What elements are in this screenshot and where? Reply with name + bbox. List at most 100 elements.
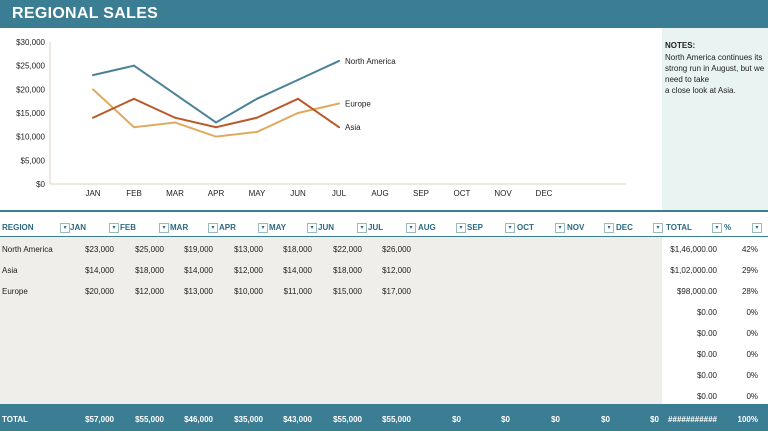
filter-dropdown-icon[interactable]: ▾ xyxy=(752,223,762,233)
y-tick-label: $10,000 xyxy=(16,133,45,142)
total-month-cell[interactable]: $55,000 xyxy=(333,415,362,424)
total-month-cell[interactable]: $0 xyxy=(601,415,610,424)
column-header: DEC xyxy=(616,223,633,232)
month-value-cell[interactable]: $10,000 xyxy=(234,287,263,296)
month-value-cell[interactable]: $20,000 xyxy=(85,287,114,296)
notes-body[interactable]: North America continues its strong run i… xyxy=(665,53,765,95)
total-month-cell[interactable]: $0 xyxy=(551,415,560,424)
filter-dropdown-icon[interactable]: ▾ xyxy=(712,223,722,233)
total-cell[interactable]: $1,02,000.00 xyxy=(670,266,717,275)
filter-dropdown-icon[interactable]: ▾ xyxy=(258,223,268,233)
filter-dropdown-icon[interactable]: ▾ xyxy=(307,223,317,233)
series-label: North America xyxy=(345,57,396,66)
total-cell[interactable]: $98,000.00 xyxy=(676,287,717,296)
filter-dropdown-icon[interactable]: ▾ xyxy=(159,223,169,233)
data-point xyxy=(174,121,176,124)
percent-cell[interactable]: 0% xyxy=(746,392,758,401)
month-value-cell[interactable]: $12,000 xyxy=(382,266,411,275)
column-header: APR xyxy=(219,223,236,232)
month-value-cell[interactable]: $18,000 xyxy=(283,245,312,254)
filter-dropdown-icon[interactable]: ▾ xyxy=(357,223,367,233)
month-value-cell[interactable]: $18,000 xyxy=(333,266,362,275)
y-tick-label: $5,000 xyxy=(21,156,46,165)
x-tick-label: SEP xyxy=(413,189,429,198)
total-cell[interactable]: $0.00 xyxy=(696,392,717,401)
month-value-cell[interactable]: $17,000 xyxy=(382,287,411,296)
filter-dropdown-icon[interactable]: ▾ xyxy=(456,223,466,233)
y-tick-label: $20,000 xyxy=(16,85,45,94)
month-value-cell[interactable]: $22,000 xyxy=(333,245,362,254)
filter-dropdown-icon[interactable]: ▾ xyxy=(208,223,218,233)
month-value-cell[interactable]: $23,000 xyxy=(85,245,114,254)
total-cell[interactable]: $1,46,000.00 xyxy=(670,245,717,254)
total-month-cell[interactable]: $0 xyxy=(650,415,659,424)
column-header: JUN xyxy=(318,223,335,232)
filter-dropdown-icon[interactable]: ▾ xyxy=(505,223,515,233)
month-value-cell[interactable]: $13,000 xyxy=(184,287,213,296)
month-value-cell[interactable]: $13,000 xyxy=(234,245,263,254)
filter-dropdown-icon[interactable]: ▾ xyxy=(109,223,119,233)
month-value-cell[interactable]: $25,000 xyxy=(135,245,164,254)
month-value-cell[interactable]: $14,000 xyxy=(283,266,312,275)
total-month-cell[interactable]: $55,000 xyxy=(382,415,411,424)
data-point xyxy=(256,97,258,100)
month-value-cell[interactable]: $14,000 xyxy=(85,266,114,275)
total-month-cell[interactable]: $57,000 xyxy=(85,415,114,424)
x-tick-label: JAN xyxy=(85,189,100,198)
month-value-cell[interactable]: $15,000 xyxy=(333,287,362,296)
percent-cell[interactable]: 0% xyxy=(746,308,758,317)
total-cell[interactable]: $0.00 xyxy=(696,371,717,380)
total-cell[interactable]: $0.00 xyxy=(696,350,717,359)
total-month-cell[interactable]: $55,000 xyxy=(135,415,164,424)
total-month-cell[interactable]: $0 xyxy=(452,415,461,424)
percent-cell[interactable]: 0% xyxy=(746,329,758,338)
line-chart: $0 $5,000 $10,000 $15,000 $20,000 $25,000 $30,… xyxy=(16,38,626,198)
month-value-cell[interactable]: $12,000 xyxy=(135,287,164,296)
column-header: % xyxy=(724,223,732,232)
region-cell[interactable]: Asia xyxy=(2,266,18,275)
filter-dropdown-icon[interactable]: ▾ xyxy=(653,223,663,233)
region-cell[interactable]: Europe xyxy=(2,287,28,296)
region-cell[interactable]: North America xyxy=(2,245,53,254)
month-value-cell[interactable]: $11,000 xyxy=(283,287,312,296)
column-header: SEP xyxy=(467,223,484,232)
x-tick-label: MAY xyxy=(249,189,266,198)
x-tick-label: MAR xyxy=(166,189,184,198)
x-tick-label: OCT xyxy=(454,189,471,198)
table-total-row: TOTAL $57,000 $55,000 $46,000 $35,000 $43,000… xyxy=(0,404,768,431)
month-value-cell[interactable]: $18,000 xyxy=(135,266,164,275)
percent-cell[interactable]: 29% xyxy=(741,266,758,275)
percent-cell[interactable]: 0% xyxy=(746,371,758,380)
filter-dropdown-icon[interactable]: ▾ xyxy=(60,223,70,233)
page-title: REGIONAL SALES xyxy=(12,5,159,22)
month-value-cell[interactable]: $19,000 xyxy=(184,245,213,254)
percent-cell[interactable]: 0% xyxy=(746,350,758,359)
total-month-cell[interactable]: $43,000 xyxy=(283,415,312,424)
filter-dropdown-icon[interactable]: ▾ xyxy=(604,223,614,233)
section-divider xyxy=(0,210,768,212)
month-value-cell[interactable]: $12,000 xyxy=(234,266,263,275)
data-point xyxy=(133,64,135,67)
total-month-cell[interactable]: $35,000 xyxy=(234,415,263,424)
month-value-cell[interactable]: $26,000 xyxy=(382,245,411,254)
column-header: JUL xyxy=(368,223,384,232)
table-header: REGION ▾ JAN ▾ FEB ▾ MAR ▾ APR ▾ MAY ▾ JUN ▾ JUL ▾ AUG ▾ S… xyxy=(0,220,768,237)
x-tick-label: DEC xyxy=(536,189,553,198)
total-month-cell[interactable]: $0 xyxy=(501,415,510,424)
filter-dropdown-icon[interactable]: ▾ xyxy=(555,223,565,233)
percent-cell[interactable]: 42% xyxy=(741,245,758,254)
filter-dropdown-icon[interactable]: ▾ xyxy=(406,223,416,233)
series-line xyxy=(92,88,340,138)
total-month-cell[interactable]: $46,000 xyxy=(184,415,213,424)
data-point xyxy=(92,74,94,77)
grand-total-cell[interactable]: ########### xyxy=(668,415,717,424)
grand-percent-cell[interactable]: 100% xyxy=(737,415,758,424)
data-point xyxy=(92,116,94,119)
percent-cell[interactable]: 28% xyxy=(741,287,758,296)
total-cell[interactable]: $0.00 xyxy=(696,308,717,317)
total-cell[interactable]: $0.00 xyxy=(696,329,717,338)
column-header: TOTAL xyxy=(666,223,692,232)
month-value-cell[interactable]: $14,000 xyxy=(184,266,213,275)
series-label: Europe xyxy=(345,100,371,109)
data-point xyxy=(133,126,135,129)
